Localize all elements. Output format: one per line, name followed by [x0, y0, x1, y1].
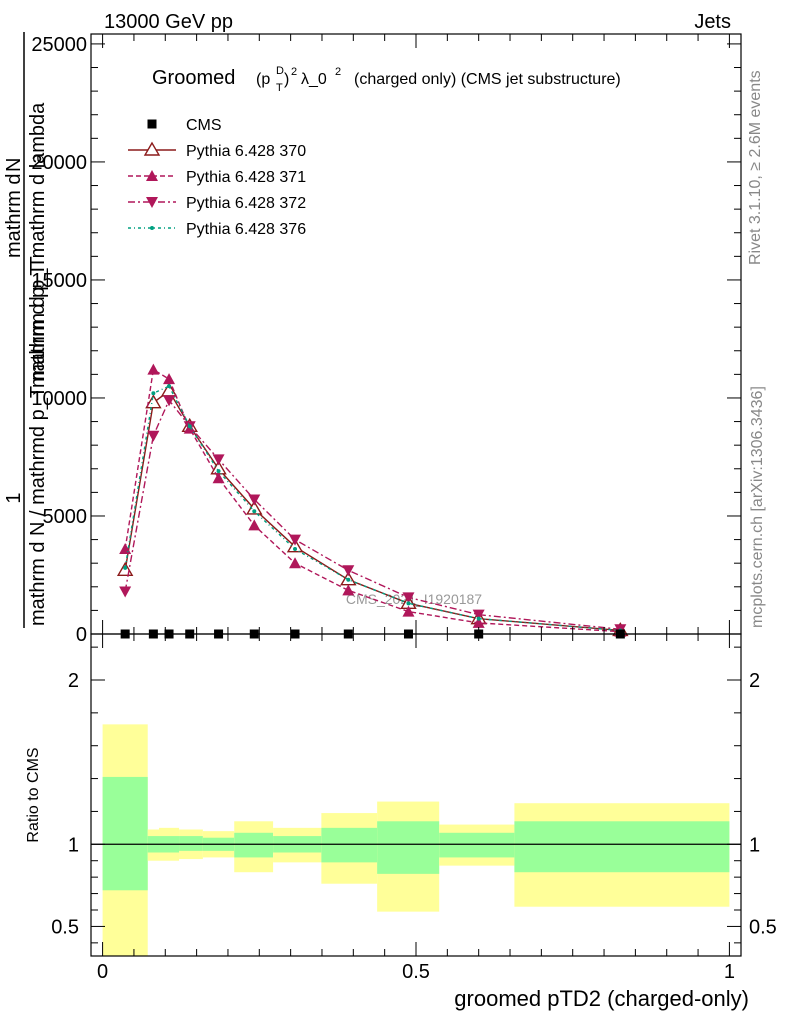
series-4-point-5: [252, 509, 257, 514]
series-4-point-8: [406, 601, 411, 606]
series-1-point-1: [145, 394, 162, 409]
ratio-stat-band-8: [377, 821, 440, 874]
analysis-watermark: CMS_2021_I1920187: [346, 591, 482, 607]
ratio-ytick-label-right-0: 0.5: [749, 916, 777, 938]
ratio-stat-band-3: [179, 836, 203, 851]
title-sup: D: [276, 65, 284, 77]
title-lambda-sq: 2: [335, 66, 341, 78]
series-2-point-7: [342, 584, 355, 596]
ratio-x-axis-label: groomed pTD2 (charged-only): [454, 986, 749, 1011]
legend-marker-0: [147, 119, 157, 129]
legend-label-3: Pythia 6.428 372: [186, 195, 306, 212]
series-2-point-2: [163, 373, 176, 385]
ratio-stat-band-0: [102, 776, 148, 891]
main-ytick-label-5: 25000: [31, 34, 87, 56]
series-4-point-6: [293, 547, 298, 552]
title-lambda: λ_0: [301, 71, 327, 88]
series-3-point-4: [212, 454, 225, 466]
series-3-point-6: [289, 534, 302, 546]
series-4-point-1: [151, 391, 156, 396]
series-3-point-5: [248, 494, 261, 506]
axes: 0 0.5 1 0 5000 10000 15000 20000 25000 0.5 0.5 1 1 2 2: [31, 33, 777, 983]
series-3-point-9: [472, 609, 485, 621]
series-4-point-7: [346, 577, 351, 582]
legend-label-4: Pythia 6.428 376: [186, 221, 306, 238]
title-sub: T: [276, 82, 283, 94]
title-p: (p: [256, 71, 270, 88]
ratio-xtick-label-0: 0: [97, 961, 108, 983]
legend-marker-3: [146, 197, 158, 208]
ratio-xtick-label-1: 0.5: [402, 961, 430, 983]
title-suffix: (charged only) (CMS jet substructure): [354, 71, 621, 88]
energy-label: 13000 GeV pp: [104, 11, 233, 33]
legend-marker-4: [150, 226, 154, 230]
ratio-ytick-label-right-2: 2: [749, 670, 760, 692]
ratio-y-axis-label: Ratio to CMS: [25, 747, 42, 842]
ratio-stat-band-10: [514, 821, 730, 873]
ratio-xtick-label-2: 1: [724, 961, 735, 983]
main-ytick-label-1: 5000: [43, 506, 88, 528]
series-3-point-8: [402, 592, 415, 604]
legend-marker-2: [146, 170, 158, 181]
ylabel-numerator: mathrm d: [3, 174, 25, 258]
title-prefix: Groomed: [152, 67, 235, 89]
series-1-point-6: [286, 538, 304, 553]
series-line-3: [124, 398, 621, 630]
series-2-point-1: [147, 363, 160, 375]
series-3-point-2: [163, 395, 176, 407]
main-ytick-label-4: 20000: [31, 152, 87, 174]
series-2-point-9: [472, 616, 485, 628]
series-2-point-6: [289, 557, 302, 569]
legend: CMS Pythia 6.428 370 Pythia 6.428 371 Pythi…: [128, 117, 306, 238]
process-label: Jets: [694, 11, 731, 33]
series-3-point-7: [342, 565, 355, 577]
main-ytick-label-0: 0: [76, 624, 87, 646]
series-4-point-9: [476, 616, 481, 621]
legend-marker-1: [143, 141, 161, 156]
legend-label-0: CMS: [186, 117, 222, 134]
ylabel-one: 1: [3, 492, 25, 503]
series-4-point-2: [167, 384, 172, 389]
main-ytick-label-3: 15000: [31, 270, 87, 292]
title-sq: 2: [291, 66, 297, 78]
ratio-ytick-label-left-0: 0.5: [51, 916, 79, 938]
ratio-uncertainty-bands: [91, 724, 741, 956]
ylabel-denominator: mathrm d N / mathrmd p_T mathrm d p_T: [27, 256, 49, 626]
ratio-ytick-label-right-1: 1: [749, 834, 760, 856]
main-ytick-label-2: 10000: [31, 388, 87, 410]
series-2-point-5: [248, 519, 261, 531]
series-3-point-0: [119, 586, 132, 598]
series-4-point-3: [187, 424, 192, 429]
legend-label-2: Pythia 6.428 371: [186, 169, 306, 186]
series-3-point-1: [147, 430, 160, 442]
legend-label-1: Pythia 6.428 370: [186, 143, 306, 160]
ratio-stat-band-5: [234, 832, 274, 858]
series-2-point-8: [402, 605, 415, 617]
rivet-label: Rivet 3.1.10, ≥ 2.6M events: [747, 70, 764, 265]
title-close: ): [284, 71, 289, 88]
ylabel-denominator-2: mathrm d p_T mathrm d lambda: [27, 102, 49, 388]
main-y-axis-label: 1 mathrm d N / mathrmd p_T mathrm d p_T …: [3, 32, 49, 628]
series-4-point-0: [123, 565, 128, 570]
ylabel-numerator-n: N: [3, 158, 25, 172]
series-4-point-4: [216, 469, 221, 474]
ratio-stat-band-9: [439, 832, 515, 858]
ratio-stat-band-7: [321, 827, 378, 863]
ratio-ytick-label-left-2: 2: [68, 670, 79, 692]
ratio-ytick-label-left-1: 1: [68, 834, 79, 856]
series-2-point-4: [212, 472, 225, 484]
chart-title: Groomed (p D T ) 2 λ_0 2 (charged only) …: [152, 65, 621, 94]
mcplots-label: mcplots.cern.ch [arXiv:1306.3436]: [749, 386, 766, 628]
